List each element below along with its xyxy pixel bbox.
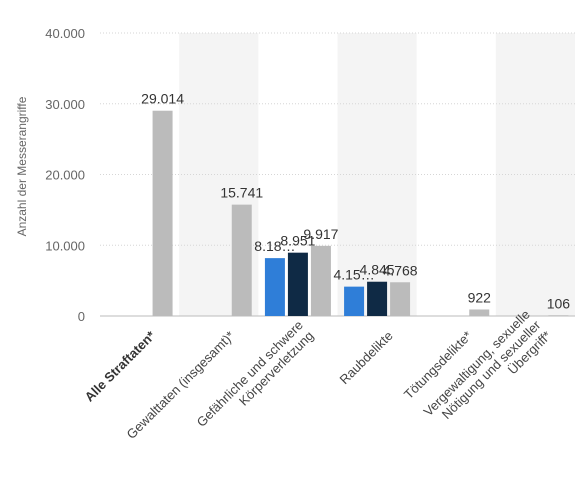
bar	[344, 286, 365, 316]
y-tick-label: 20.000	[45, 168, 85, 183]
bar	[469, 309, 490, 316]
data-label: 8.18…	[254, 238, 295, 254]
bar	[390, 282, 411, 316]
category-label-line: Nötigung und sexueller	[439, 317, 544, 422]
y-tick-label: 10.000	[45, 238, 85, 253]
bar	[548, 315, 569, 316]
bar	[310, 245, 331, 316]
bar	[367, 281, 388, 316]
category-label-line: Gefährliche und schwere	[194, 317, 306, 429]
category-label: Raubdelikte	[337, 328, 396, 387]
bar	[264, 258, 285, 316]
category-label: Alle Straftaten*	[82, 327, 159, 404]
y-axis-label: Anzahl der Messerangriffe	[15, 96, 29, 236]
data-label: 29.014	[141, 91, 184, 107]
data-label: 4.845	[360, 262, 395, 278]
bars	[152, 110, 569, 316]
data-label: 106	[547, 295, 571, 311]
data-label: 15.741	[220, 185, 263, 201]
x-axis-labels: Alle Straftaten*Gewalttaten (insgesamt)*…	[82, 307, 555, 442]
y-tick-label: 0	[78, 309, 85, 324]
data-label: 922	[468, 289, 492, 305]
category-label-line: Raubdelikte	[337, 328, 396, 387]
bar	[231, 204, 252, 316]
y-tick-label: 30.000	[45, 97, 85, 112]
bar	[152, 110, 173, 316]
data-label: 4.768	[383, 262, 418, 278]
bar	[287, 252, 308, 316]
y-tick-label: 40.000	[45, 26, 85, 41]
gridlines	[100, 32, 575, 317]
y-axis-ticks: 0 10.000 20.000 30.000 40.000	[45, 26, 85, 324]
data-label: 4.15…	[333, 267, 374, 283]
data-label: 9.917	[303, 226, 338, 242]
category-label-line: Alle Straftaten*	[82, 327, 159, 404]
data-label: 8.951	[280, 233, 315, 249]
